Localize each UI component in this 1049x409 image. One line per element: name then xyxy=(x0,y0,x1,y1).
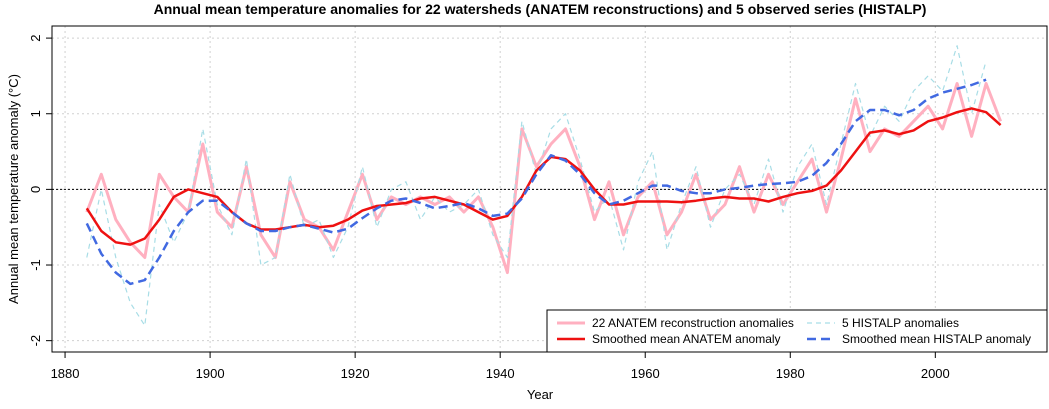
legend-box xyxy=(546,309,1048,353)
x-tick-label: 1880 xyxy=(51,366,80,381)
legend-label: 22 ANATEM reconstruction anomalies xyxy=(592,316,794,330)
x-tick-label: 1980 xyxy=(776,366,805,381)
legend-label: Smoothed mean ANATEM anomaly xyxy=(592,332,781,346)
y-tick-label: -2 xyxy=(28,335,43,347)
chart-title: Annual mean temperature anomalies for 22… xyxy=(154,1,927,17)
y-axis-label: Annual mean temperature anomaly (°C) xyxy=(6,74,21,304)
x-tick-label: 2000 xyxy=(921,366,950,381)
x-tick-label: 1920 xyxy=(341,366,370,381)
x-tick-label: 1960 xyxy=(631,366,660,381)
series-line xyxy=(85,78,987,286)
x-axis-label: Year xyxy=(527,387,554,402)
series-line xyxy=(85,82,1003,275)
y-tick-label: -1 xyxy=(28,259,43,271)
x-tick-label: 1940 xyxy=(486,366,515,381)
legend-label: 5 HISTALP anomalies xyxy=(842,316,959,330)
series-line xyxy=(86,45,987,327)
y-tick-label: 0 xyxy=(28,186,43,193)
y-tick-label: 1 xyxy=(28,110,43,117)
legend-label: Smoothed mean HISTALP anomaly xyxy=(842,332,1031,346)
x-tick-label: 1900 xyxy=(196,366,225,381)
y-tick-label: 2 xyxy=(28,34,43,41)
